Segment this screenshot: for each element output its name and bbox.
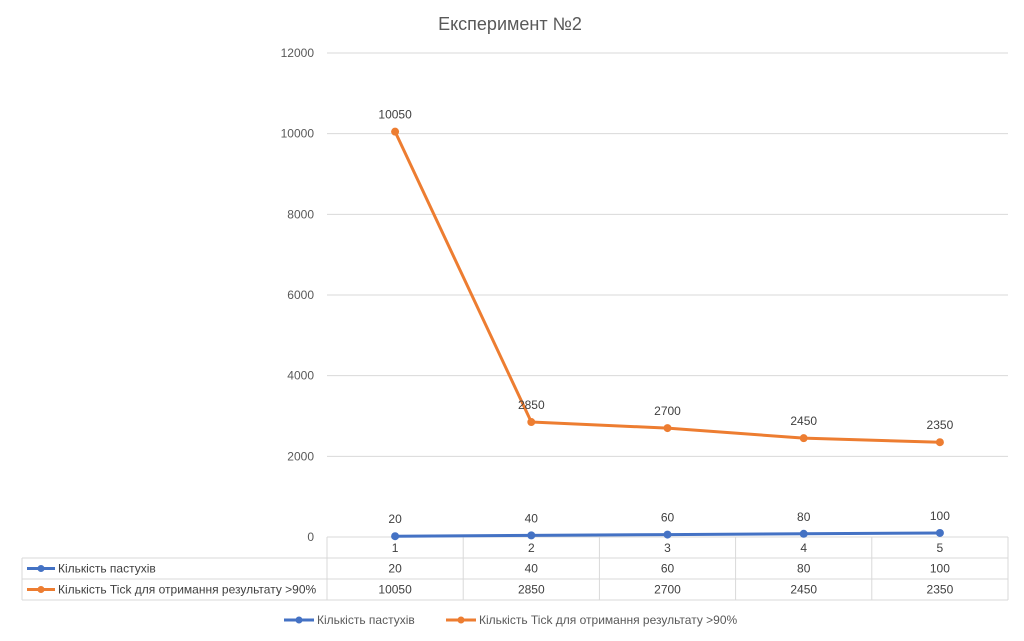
table-cell: 100 [930, 562, 950, 576]
data-label: 2450 [790, 414, 817, 428]
table-cell: 2850 [518, 583, 545, 597]
data-label: 2350 [927, 418, 954, 432]
table-cell: 40 [525, 562, 539, 576]
table-cell: 10050 [378, 583, 412, 597]
data-point [799, 529, 808, 538]
table-cell: 60 [661, 562, 675, 576]
table-cell: 2700 [654, 583, 681, 597]
table-series-name: Кількість Tick для отримання результату … [58, 583, 317, 597]
y-axis: 0 2000 4000 6000 8000 10000 12000 [281, 46, 315, 544]
data-label: 100 [930, 509, 950, 523]
x-tick-label: 2 [528, 541, 535, 555]
table-cell: 2450 [790, 583, 817, 597]
data-point [391, 127, 400, 136]
y-tick-label: 2000 [287, 449, 314, 463]
data-label: 2700 [654, 404, 681, 418]
table-legend-marker [37, 565, 45, 572]
data-label: 10050 [378, 108, 412, 122]
x-tick-label: 5 [937, 541, 944, 555]
series-line [393, 131, 940, 444]
y-tick-label: 10000 [281, 127, 315, 141]
data-point [527, 531, 536, 540]
data-table: 1 2 3 4 5 Кількість пастухів 20 40 60 80 100 Кількі… [21, 536, 1009, 601]
x-tick-label: 1 [392, 541, 399, 555]
legend-label: Кількість пастухів [317, 613, 415, 627]
data-point [663, 424, 672, 433]
y-tick-label: 12000 [281, 46, 315, 60]
table-cell: 20 [388, 562, 402, 576]
table-legend-marker [37, 586, 45, 593]
x-tick-label: 4 [800, 541, 807, 555]
data-label: 60 [661, 511, 675, 525]
y-tick-label: 6000 [287, 288, 314, 302]
data-label: 80 [797, 510, 811, 524]
data-point [935, 438, 944, 447]
data-label: 40 [525, 511, 539, 525]
data-point [663, 530, 672, 539]
series-lines [391, 127, 944, 541]
data-label: 2850 [518, 398, 545, 412]
chart-title: Експеримент №2 [438, 14, 582, 34]
y-tick-label: 4000 [287, 369, 314, 383]
data-point [391, 532, 400, 541]
table-series-name: Кількість пастухів [58, 562, 156, 576]
legend-marker [295, 616, 303, 624]
y-tick-label: 0 [307, 530, 314, 544]
legend: Кількість пастухів Кількість Tick для отр… [284, 613, 738, 627]
legend-label: Кількість Tick для отримання результату … [479, 613, 738, 627]
y-tick-label: 8000 [287, 207, 314, 221]
table-cell: 80 [797, 562, 811, 576]
data-point [935, 528, 944, 537]
data-point [799, 434, 808, 443]
data-labels: 20 40 60 80 100 10050 2850 2700 2450 2350 [378, 108, 953, 527]
data-label: 20 [388, 512, 402, 526]
data-point [527, 418, 536, 427]
legend-marker [457, 616, 465, 624]
x-tick-label: 3 [664, 541, 671, 555]
table-cell: 2350 [927, 583, 954, 597]
gridlines [327, 52, 1008, 457]
